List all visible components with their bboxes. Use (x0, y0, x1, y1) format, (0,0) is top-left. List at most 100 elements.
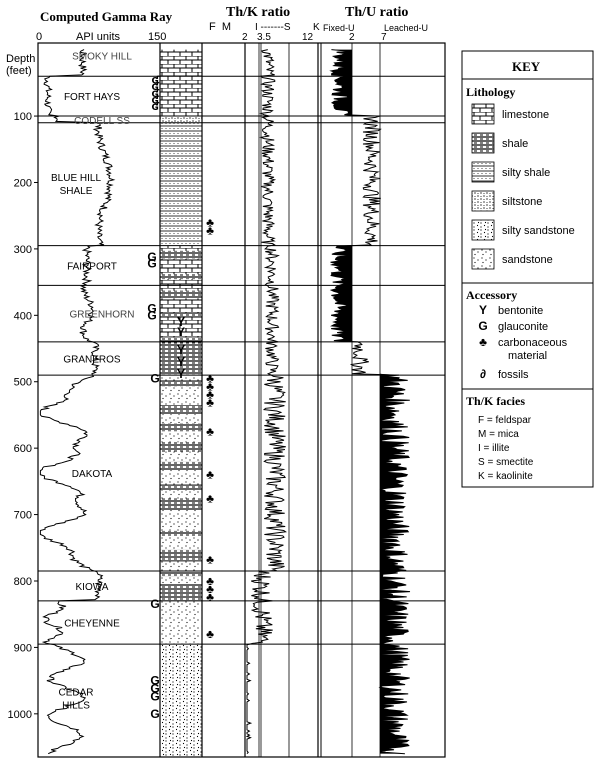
thu-column (329, 49, 411, 755)
bentonite-symbol: Y (177, 367, 185, 381)
thk-title: Th/K ratio (226, 5, 290, 20)
carbonaceous-symbol: ♣ (206, 395, 214, 409)
thu-tick-2: 2 (349, 32, 355, 43)
thu-title: Th/U ratio (345, 5, 408, 20)
key-facies-title: Th/K facies (466, 394, 525, 408)
carbonaceous-symbol: ♣ (206, 379, 214, 393)
thu-leached-label: Leached-U (384, 23, 428, 33)
thk-kaolinite-letter: K (313, 22, 320, 33)
formation-label: CODELL SS (74, 116, 130, 127)
carbonaceous-symbol: ♣ (206, 425, 214, 439)
formation-label: FORT HAYS (64, 92, 120, 103)
formation-label: BLUE HILL SHALE (51, 173, 101, 197)
key-lith-label: shale (502, 138, 528, 150)
formation-label: GRANEROS (63, 354, 121, 365)
depth-tick-label: 400 (14, 310, 32, 322)
key-accessory-label: carbonaceous material (498, 337, 568, 362)
depth-tick-label: 200 (14, 177, 32, 189)
lithology-interval (160, 571, 202, 601)
thk-curve (245, 49, 287, 755)
glauconite-symbol: G (150, 690, 159, 704)
glauconite-symbol: G (150, 682, 159, 696)
carbonaceous-symbol: ♣ (206, 215, 214, 229)
carbonaceous-symbol: ♣ (206, 627, 214, 641)
formation-label: SMOKY HILL (72, 52, 132, 63)
glauconite-symbol: G (147, 302, 156, 316)
thk-tick-12: 12 (302, 32, 314, 43)
lithology-interbed (160, 380, 202, 387)
fossil-symbol: ʛ (151, 99, 159, 113)
lithology-interval (160, 375, 202, 572)
lithology-interbed (160, 274, 202, 280)
frame-border (37, 42, 446, 758)
formation-label: CHEYENNE (64, 619, 120, 630)
lithology-interbed (160, 442, 202, 452)
depth-tick-label: 1000 (8, 709, 32, 721)
key-lith-label: siltstone (502, 196, 542, 208)
depth-unit: (feet) (6, 65, 32, 77)
depth-axis: 100 200 300 400 500 600 700 800 900 1000 (8, 111, 38, 721)
depth-tick-label: 700 (14, 510, 32, 522)
lithology-interbed (160, 484, 202, 490)
formation-label: CEDAR HILLS (58, 688, 93, 712)
key-lith-swatch (471, 219, 495, 241)
thk-fm-letters: F M (209, 21, 231, 33)
lithology-interbed (160, 405, 202, 415)
fossil-symbol: ʛ (151, 86, 159, 100)
bentonite-symbol: Y (177, 315, 185, 329)
key-facies-item: S = smectite (478, 457, 534, 468)
key-lith-label: sandstone (502, 254, 553, 266)
depth-label: Depth (6, 53, 35, 65)
key-accessory-symbol: ∂ (480, 367, 486, 381)
carbonaceous-symbol: ♣ (206, 582, 214, 596)
thu-tick-7: 7 (381, 32, 387, 43)
lithology-interbed (160, 423, 202, 432)
thu-curve (329, 49, 411, 755)
lithology-interval (160, 341, 202, 376)
thk-facies-range: I -------S (255, 22, 291, 33)
lithology-interval (160, 49, 202, 77)
gamma-tick-min: 0 (36, 31, 42, 43)
glauconite-symbol: G (147, 250, 156, 264)
key-lith-label: silty sandstone (502, 225, 575, 237)
key-accessory-symbol: Y (479, 303, 487, 317)
carbonaceous-symbol: ♣ (206, 492, 214, 506)
carbonaceous-symbol: ♣ (206, 574, 214, 588)
key-accessory-label: glauconite (498, 321, 548, 333)
lithology-interval (160, 116, 202, 123)
formation-label: KIOWA (76, 582, 109, 593)
lithology-interbed (160, 549, 202, 562)
glauconite-symbol: G (150, 597, 159, 611)
glauconite-symbol: G (147, 308, 156, 322)
lithology-interval (160, 644, 202, 757)
depth-tick-label: 300 (14, 244, 32, 256)
glauconite-symbol: G (147, 257, 156, 271)
lithology-interval (160, 600, 202, 645)
key-lithology-title: Lithology (466, 85, 515, 99)
thk-tick-3-5: 3.5 (257, 32, 271, 43)
key-lith-swatch (471, 132, 495, 154)
key-accessory-label: fossils (498, 369, 529, 381)
key-lith-swatch (471, 190, 495, 212)
bentonite-symbol: Y (177, 343, 185, 357)
carbonaceous-symbol: ♣ (206, 590, 214, 604)
key-title: KEY (512, 59, 541, 74)
key-lith-label: silty shale (502, 167, 550, 179)
lithology-interbed (160, 461, 202, 471)
depth-tick-label: 600 (14, 443, 32, 455)
lithology-interval (160, 122, 202, 246)
lithology-interbed (160, 312, 202, 318)
bentonite-symbol: Y (177, 325, 185, 339)
formation-label: GREENHORN (69, 310, 134, 321)
key-lith-swatch (471, 248, 495, 270)
thu-fixed-label: Fixed-U (323, 23, 355, 33)
gamma-ray-column (39, 49, 116, 755)
bentonite-symbol: Y (177, 355, 185, 369)
lithology-interbed (160, 530, 202, 536)
depth-tick-label: 800 (14, 576, 32, 588)
formation-label: DAKOTA (72, 469, 113, 480)
lithology-interbed (160, 250, 202, 259)
key-lith-swatch (471, 161, 495, 183)
gamma-ray-curve (39, 49, 116, 755)
